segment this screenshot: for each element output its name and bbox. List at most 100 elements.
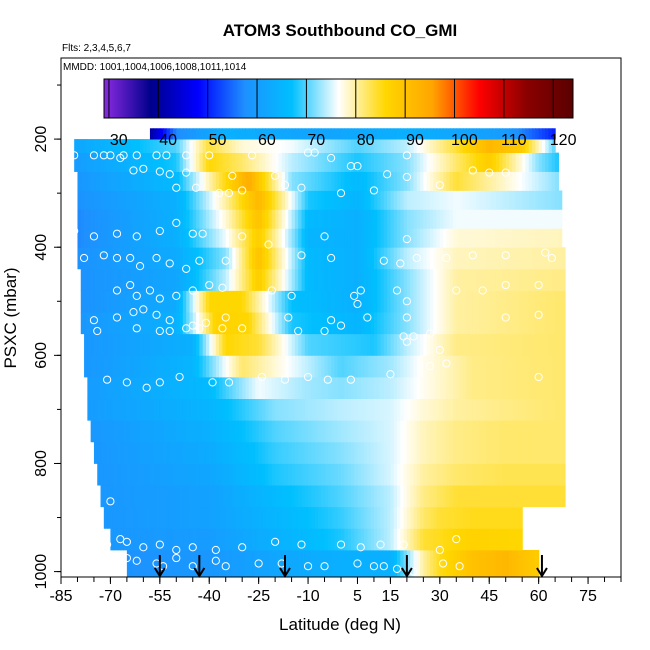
heatmap-cell bbox=[182, 355, 187, 378]
heatmap-cell bbox=[370, 268, 375, 291]
heatmap-cell bbox=[364, 528, 368, 551]
heatmap-cell bbox=[449, 228, 454, 248]
heatmap-cell bbox=[238, 506, 243, 529]
heatmap-cell bbox=[459, 209, 464, 229]
heatmap-cell bbox=[367, 420, 372, 443]
heatmap-cell bbox=[512, 485, 517, 508]
heatmap-cell bbox=[311, 355, 316, 378]
flight-marker bbox=[153, 555, 166, 578]
heatmap-cell bbox=[485, 247, 490, 270]
heatmap-cell bbox=[548, 139, 553, 154]
heatmap-cell bbox=[255, 312, 260, 335]
heatmap-cell bbox=[413, 128, 418, 140]
heatmap-cell bbox=[489, 376, 494, 399]
heatmap-cell bbox=[222, 441, 227, 464]
heatmap-cell bbox=[166, 190, 171, 210]
heatmap-cell bbox=[192, 441, 197, 464]
heatmap-cell bbox=[515, 549, 520, 578]
heatmap-cell bbox=[90, 152, 95, 172]
heatmap-cell bbox=[532, 139, 536, 154]
heatmap-cell bbox=[97, 290, 102, 313]
heatmap-cell bbox=[291, 209, 296, 229]
heatmap-cell bbox=[476, 420, 480, 443]
heatmap-cell bbox=[248, 228, 253, 248]
heatmap-cell bbox=[341, 290, 345, 313]
heatmap-cell bbox=[278, 333, 283, 356]
heatmap-cell bbox=[505, 506, 510, 529]
heatmap-cell bbox=[199, 228, 204, 248]
heatmap-cell bbox=[232, 228, 237, 248]
heatmap-cell bbox=[301, 398, 306, 421]
heatmap-cell bbox=[196, 290, 200, 313]
heatmap-cell bbox=[215, 355, 220, 378]
heatmap-cell bbox=[149, 171, 154, 191]
heatmap-cell bbox=[103, 139, 108, 154]
heatmap-cell bbox=[357, 463, 362, 486]
heatmap-cell bbox=[281, 528, 286, 551]
heatmap-cell bbox=[341, 398, 345, 421]
heatmap-cell bbox=[400, 312, 405, 335]
heatmap-cell bbox=[416, 441, 421, 464]
heatmap-cell bbox=[182, 398, 187, 421]
heatmap-cell bbox=[308, 376, 312, 399]
heatmap-cell bbox=[416, 506, 421, 529]
heatmap-cell bbox=[130, 312, 135, 335]
heatmap-cell bbox=[482, 528, 487, 551]
heatmap-cell bbox=[373, 441, 378, 464]
heatmap-cell bbox=[443, 441, 448, 464]
heatmap-cell bbox=[242, 247, 247, 270]
heatmap-cell bbox=[476, 171, 480, 191]
heatmap-cell bbox=[357, 376, 362, 399]
heatmap-cell bbox=[261, 139, 266, 154]
heatmap-cell bbox=[281, 152, 286, 172]
observation-point bbox=[297, 540, 306, 549]
heatmap-cell bbox=[143, 441, 148, 464]
heatmap-cell bbox=[410, 333, 415, 356]
heatmap-cell bbox=[406, 441, 411, 464]
heatmap-cell bbox=[245, 268, 250, 291]
heatmap-cell bbox=[301, 139, 306, 154]
heatmap-cell bbox=[482, 139, 487, 154]
heatmap-cell bbox=[189, 190, 194, 210]
heatmap-cell bbox=[535, 128, 540, 140]
heatmap-cell bbox=[314, 420, 319, 443]
heatmap-cell bbox=[466, 463, 471, 486]
heatmap-cell bbox=[489, 247, 494, 270]
heatmap-cell bbox=[159, 171, 164, 191]
heatmap-cell bbox=[294, 528, 299, 551]
heatmap-cell bbox=[298, 268, 303, 291]
heatmap-cell bbox=[202, 376, 207, 399]
heatmap-cell bbox=[344, 420, 349, 443]
heatmap-cell bbox=[205, 485, 210, 508]
heatmap-cell bbox=[186, 290, 191, 313]
heatmap-cell bbox=[479, 528, 484, 551]
heatmap-cell bbox=[535, 549, 540, 578]
heatmap-cell bbox=[222, 128, 227, 140]
heatmap-cell bbox=[436, 333, 441, 356]
heatmap-cell bbox=[354, 376, 359, 399]
heatmap-cell bbox=[367, 139, 372, 154]
heatmap-cell bbox=[367, 355, 372, 378]
heatmap-cell bbox=[212, 355, 217, 378]
heatmap-cell bbox=[512, 398, 517, 421]
observation-point bbox=[455, 562, 464, 571]
heatmap-cell bbox=[505, 333, 510, 356]
heatmap-cell bbox=[192, 398, 197, 421]
heatmap-cell bbox=[219, 463, 224, 486]
heatmap-cell bbox=[146, 228, 151, 248]
heatmap-cell bbox=[281, 376, 286, 399]
heatmap-cell bbox=[413, 247, 418, 270]
heatmap-cell bbox=[182, 268, 187, 291]
heatmap-cell bbox=[258, 463, 263, 486]
heatmap-cell bbox=[133, 441, 138, 464]
observation-point bbox=[238, 543, 247, 552]
observation-point bbox=[336, 321, 346, 330]
heatmap-cell bbox=[182, 128, 187, 140]
heatmap-cell bbox=[159, 139, 164, 154]
heatmap-cell bbox=[202, 528, 207, 551]
heatmap-cell bbox=[377, 463, 382, 486]
heatmap-cell bbox=[199, 485, 204, 508]
heatmap-cell bbox=[502, 312, 507, 335]
heatmap-cell bbox=[476, 463, 480, 486]
observation-point bbox=[165, 259, 174, 268]
